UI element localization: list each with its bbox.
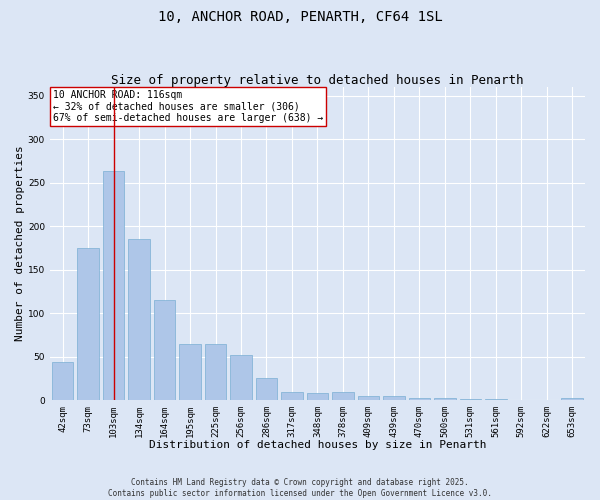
Bar — [281, 392, 303, 400]
Text: 10, ANCHOR ROAD, PENARTH, CF64 1SL: 10, ANCHOR ROAD, PENARTH, CF64 1SL — [158, 10, 442, 24]
Bar — [358, 396, 379, 400]
Bar — [179, 344, 201, 400]
Bar — [205, 344, 226, 400]
Bar — [154, 300, 175, 400]
Bar — [128, 239, 150, 400]
Bar — [434, 398, 455, 400]
Bar — [103, 172, 124, 400]
Bar — [230, 355, 252, 400]
Bar — [485, 399, 506, 400]
Title: Size of property relative to detached houses in Penarth: Size of property relative to detached ho… — [111, 74, 524, 87]
Bar — [460, 399, 481, 400]
Y-axis label: Number of detached properties: Number of detached properties — [15, 146, 25, 342]
Text: Contains HM Land Registry data © Crown copyright and database right 2025.
Contai: Contains HM Land Registry data © Crown c… — [108, 478, 492, 498]
X-axis label: Distribution of detached houses by size in Penarth: Distribution of detached houses by size … — [149, 440, 486, 450]
Bar — [52, 362, 73, 400]
Bar — [409, 398, 430, 400]
Bar — [256, 378, 277, 400]
Bar — [77, 248, 99, 400]
Bar — [383, 396, 405, 400]
Bar — [562, 398, 583, 400]
Text: 10 ANCHOR ROAD: 116sqm
← 32% of detached houses are smaller (306)
67% of semi-de: 10 ANCHOR ROAD: 116sqm ← 32% of detached… — [53, 90, 323, 124]
Bar — [307, 393, 328, 400]
Bar — [332, 392, 354, 400]
